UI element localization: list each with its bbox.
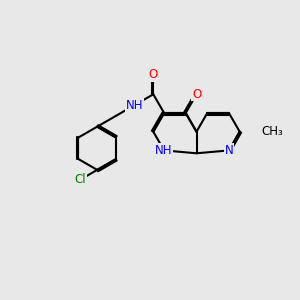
Text: N: N — [224, 144, 233, 157]
Text: NH: NH — [155, 144, 173, 157]
Text: O: O — [192, 88, 201, 101]
Text: O: O — [149, 68, 158, 81]
Text: CH₃: CH₃ — [261, 125, 283, 138]
Text: NH: NH — [126, 99, 143, 112]
Text: Cl: Cl — [74, 173, 86, 186]
